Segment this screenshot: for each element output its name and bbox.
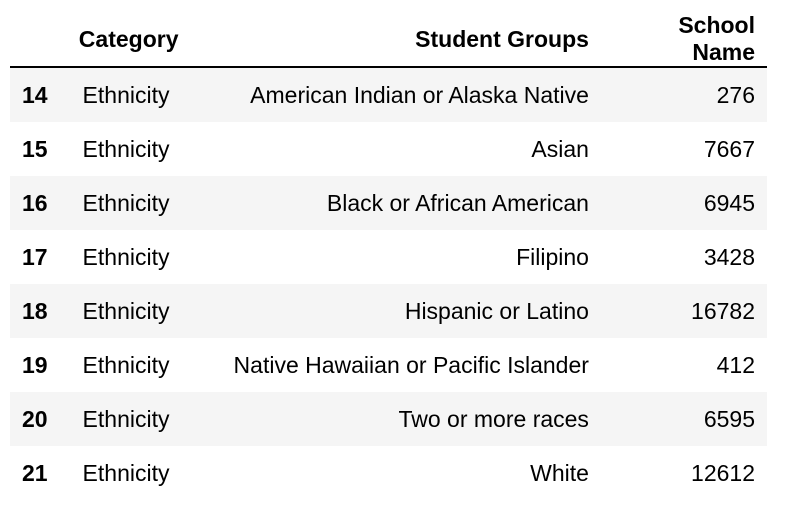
table-row: 17 Ethnicity Filipino 3428 [10, 230, 767, 284]
row-index: 19 [22, 351, 48, 378]
student-group-cell: White [530, 459, 589, 486]
table-row: 19 Ethnicity Native Hawaiian or Pacific … [10, 338, 767, 392]
school-name-cell: 276 [716, 81, 755, 108]
category-column-header: Category [66, 12, 182, 68]
row-index: 14 [22, 81, 48, 108]
student-group-cell: Two or more races [398, 405, 589, 432]
school-name-cell: 412 [716, 351, 755, 378]
school-name-cell: 6945 [703, 189, 755, 216]
table-row: 15 Ethnicity Asian 7667 [10, 122, 767, 176]
school-name-column-header: School Name [600, 12, 767, 68]
student-group-cell: Native Hawaiian or Pacific Islander [233, 351, 589, 378]
row-index: 18 [22, 297, 48, 324]
category-cell: Ethnicity [82, 297, 170, 324]
table-header: Category Student Groups School Name [10, 12, 767, 68]
category-cell: Ethnicity [82, 459, 170, 486]
dataframe-table: Category Student Groups School Name 14 E… [10, 12, 767, 500]
student-group-cell: Filipino [516, 243, 589, 270]
table-row: 14 Ethnicity American Indian or Alaska N… [10, 67, 767, 122]
row-index: 15 [22, 135, 48, 162]
school-name-cell: 6595 [703, 405, 755, 432]
school-name-cell: 12612 [691, 459, 755, 486]
student-groups-column-header: Student Groups [181, 12, 601, 68]
student-group-cell: Black or African American [326, 189, 589, 216]
category-cell: Ethnicity [82, 243, 170, 270]
row-index: 20 [22, 405, 48, 432]
school-name-cell: 3428 [703, 243, 755, 270]
school-name-cell: 16782 [691, 297, 755, 324]
category-cell: Ethnicity [82, 351, 170, 378]
table-row: 20 Ethnicity Two or more races 6595 [10, 392, 767, 446]
student-group-cell: Hispanic or Latino [404, 297, 589, 324]
row-index: 21 [22, 459, 48, 486]
row-index: 17 [22, 243, 48, 270]
category-cell: Ethnicity [82, 135, 170, 162]
table-row: 16 Ethnicity Black or African American 6… [10, 176, 767, 230]
table-row: 18 Ethnicity Hispanic or Latino 16782 [10, 284, 767, 338]
student-group-cell: American Indian or Alaska Native [250, 81, 589, 108]
dataframe-output: Category Student Groups School Name 14 E… [10, 12, 767, 500]
table-body: 14 Ethnicity American Indian or Alaska N… [10, 67, 767, 500]
school-name-cell: 7667 [703, 135, 755, 162]
student-group-cell: Asian [531, 135, 589, 162]
category-cell: Ethnicity [82, 81, 170, 108]
row-index: 16 [22, 189, 48, 216]
category-cell: Ethnicity [82, 189, 170, 216]
index-header [10, 12, 67, 68]
category-cell: Ethnicity [82, 405, 170, 432]
table-row: 21 Ethnicity White 12612 [10, 446, 767, 500]
header-row: Category Student Groups School Name [10, 12, 767, 68]
